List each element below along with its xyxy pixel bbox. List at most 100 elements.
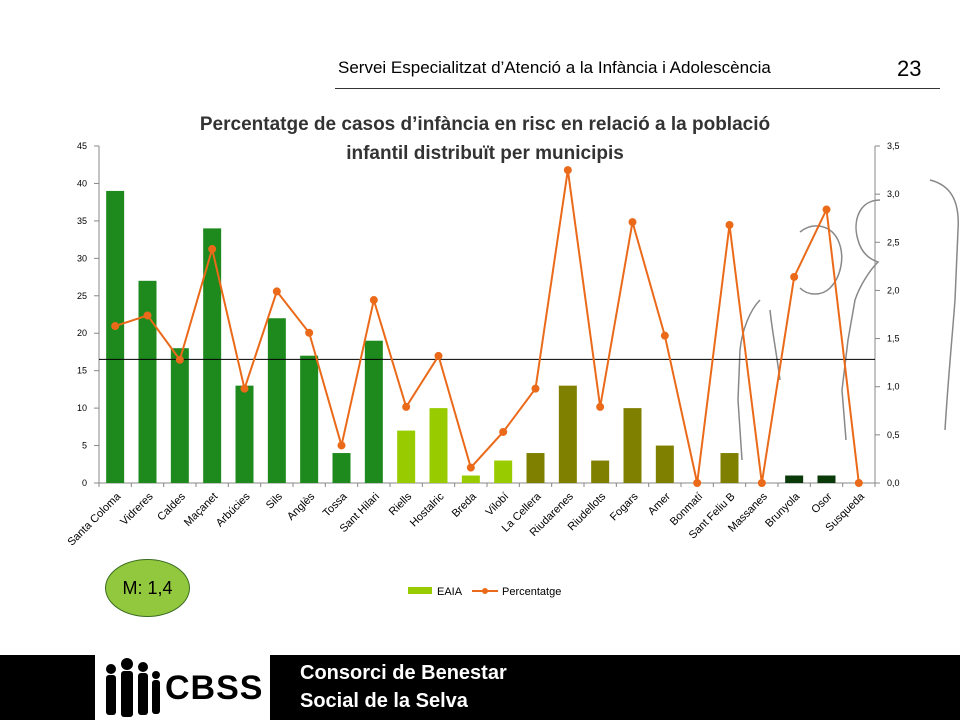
percentatge-point xyxy=(596,402,605,411)
page-number: 23 xyxy=(897,56,922,81)
percentatge-point xyxy=(693,479,702,487)
silhouette-adult xyxy=(929,179,959,431)
eaia-bar xyxy=(203,228,222,483)
x-tick-label: Vilobí xyxy=(483,491,511,519)
eaia-bar xyxy=(364,340,383,483)
percentatge-point xyxy=(337,441,346,450)
percentatge-point xyxy=(466,463,475,472)
percentatge-point xyxy=(434,351,443,360)
eaia-bar xyxy=(138,280,157,483)
header-divider xyxy=(335,88,940,89)
x-tick-label: Brunyola xyxy=(763,490,803,530)
right-tick-label: 2,0 xyxy=(887,285,900,295)
legend-label-eaia: EAIA xyxy=(437,586,463,598)
eaia-bar xyxy=(170,348,189,483)
eaia-bar xyxy=(526,453,545,483)
legend: EAIA Percentatge xyxy=(408,586,561,598)
right-tick-label: 0,0 xyxy=(887,478,900,488)
left-tick-label: 15 xyxy=(77,366,87,376)
right-tick-label: 2,5 xyxy=(887,237,900,247)
percentatge-point xyxy=(531,384,540,393)
percentatge-point xyxy=(854,479,863,487)
x-tick-label: Riells xyxy=(387,490,415,518)
left-tick-label: 10 xyxy=(77,403,87,413)
eaia-bar xyxy=(106,190,125,483)
header-title: Servei Especialitzat d’Atenció a la Infà… xyxy=(338,58,771,77)
legend-label-percentatge: Percentatge xyxy=(502,586,561,598)
eaia-bar xyxy=(591,460,610,483)
chart: 0 5 10 15 20 25 30 35 40 45 0,0 0,5 1,0 1,5 2,0 2,5 3,0 3… xyxy=(66,141,959,598)
x-tick-label: Arbúcies xyxy=(214,490,253,529)
percentatge-point xyxy=(208,245,217,254)
x-tick-label: Santa Coloma xyxy=(66,490,124,548)
percentatge-point xyxy=(111,322,120,331)
x-tick-label: Anglès xyxy=(285,490,318,523)
percentatge-point xyxy=(628,218,637,227)
x-tick-label: Breda xyxy=(450,490,480,520)
eaia-bar xyxy=(397,430,416,483)
logo-text: CBSS xyxy=(165,669,264,707)
percentatge-point xyxy=(240,384,249,393)
eaia-bar xyxy=(494,460,513,483)
silhouette-child xyxy=(841,199,881,441)
silhouette-body xyxy=(737,299,781,461)
eaia-bar xyxy=(785,475,804,483)
x-tick-label: Amer xyxy=(646,490,673,517)
chart-title: Percentatge de casos d’infància en risc … xyxy=(199,114,771,164)
legend-marker-percentatge xyxy=(482,588,488,594)
slide: Servei Especialitzat d’Atenció a la Infà… xyxy=(0,0,960,655)
x-tick-label: Sils xyxy=(264,490,285,511)
eaia-bar xyxy=(720,453,739,483)
left-tick-label: 40 xyxy=(77,178,87,188)
percentatge-point xyxy=(499,427,508,436)
right-tick-label: 3,0 xyxy=(887,189,900,199)
right-tick-label: 1,0 xyxy=(887,382,900,392)
eaia-bar xyxy=(558,385,577,483)
left-tick-label: 25 xyxy=(77,291,87,301)
eaia-bar xyxy=(235,385,254,483)
silhouette-head xyxy=(799,225,843,295)
x-tick-label: Fogars xyxy=(608,490,641,523)
left-tick-label: 35 xyxy=(77,216,87,226)
left-tick-label: 0 xyxy=(82,478,87,488)
percentatge-point xyxy=(402,402,411,411)
eaia-bar xyxy=(623,408,642,483)
percentatge-point xyxy=(790,272,799,281)
right-tick-label: 0,5 xyxy=(887,430,900,440)
left-tick-label: 20 xyxy=(77,328,87,338)
percentatge-point xyxy=(175,355,184,364)
percentatge-point xyxy=(725,220,734,229)
x-tick-label: Tossa xyxy=(321,490,350,519)
x-tick-label: Hostalric xyxy=(408,490,447,529)
percentatge-point xyxy=(369,296,378,305)
eaia-bar xyxy=(267,318,286,483)
right-tick-label: 3,5 xyxy=(887,141,900,151)
x-tick-label: Maçanet xyxy=(182,491,220,529)
chart-axes: 0 5 10 15 20 25 30 35 40 45 0,0 0,5 1,0 1,5 2,0 2,5 3,0 3… xyxy=(77,141,900,488)
percentatge-point xyxy=(563,166,572,175)
percentatge-point xyxy=(660,331,669,340)
eaia-bars xyxy=(106,190,836,483)
percentatge-points xyxy=(111,166,863,487)
footer-org-line1: Consorci de Benestar xyxy=(300,662,507,684)
right-tick-label: 1,5 xyxy=(887,334,900,344)
percentatge-point xyxy=(757,479,766,487)
percentatge-line xyxy=(114,169,860,484)
eaia-bar xyxy=(429,408,448,483)
people-logo-icon xyxy=(106,658,160,717)
left-tick-label: 30 xyxy=(77,253,87,263)
left-tick-label: 5 xyxy=(82,441,87,451)
x-tick-label: Vidreres xyxy=(118,490,156,528)
eaia-bar xyxy=(817,475,836,483)
percentatge-point xyxy=(272,287,281,296)
footer-org-line2: Social de la Selva xyxy=(300,690,468,712)
percentatge-point xyxy=(143,311,152,320)
x-tick-label: Osor xyxy=(809,490,835,516)
percentatge-point xyxy=(822,205,831,214)
eaia-bar xyxy=(655,445,674,483)
eaia-bar xyxy=(332,453,351,483)
eaia-bar xyxy=(300,355,319,483)
eaia-bar xyxy=(461,475,480,483)
left-tick-label: 45 xyxy=(77,141,87,151)
